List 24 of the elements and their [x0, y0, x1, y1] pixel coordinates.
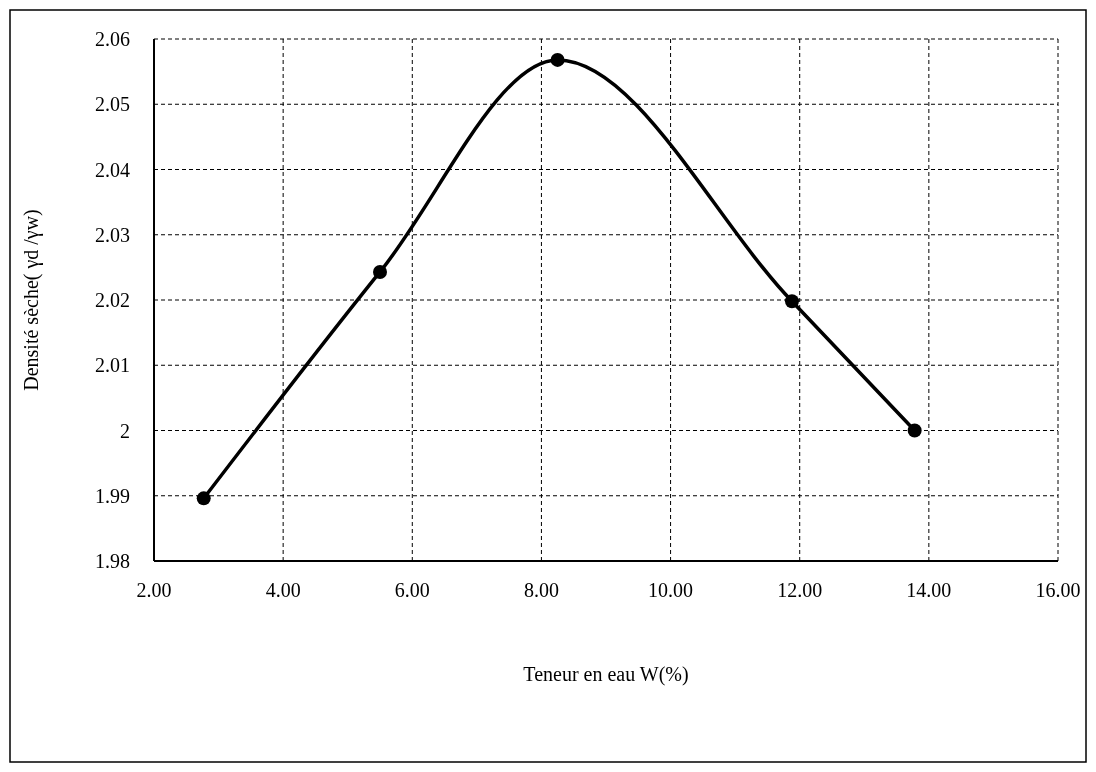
x-tick-label: 12.00	[777, 579, 823, 601]
point	[784, 294, 799, 309]
x-tick-label: 6.00	[394, 579, 430, 601]
x-axis-title: Teneur en eau W(%)	[523, 663, 689, 686]
y-tick-label: 2.04	[95, 158, 130, 181]
y-tick-label: 1.99	[95, 484, 130, 507]
x-tick-label: 8.00	[523, 579, 559, 601]
y-axis-title: Densité sèche( γd /γw)	[20, 209, 43, 391]
y-tick-label: 2.05	[95, 93, 130, 116]
x-tick-label: 16.00	[1035, 579, 1081, 601]
y-tick-label: 2.06	[95, 28, 130, 50]
x-tick-label: 4.00	[265, 579, 301, 601]
y-tick-label: 2.01	[95, 354, 130, 377]
x-tick-label: 10.00	[648, 579, 694, 601]
y-tick-label: 2	[120, 419, 130, 442]
point	[550, 52, 565, 67]
point	[373, 264, 387, 279]
x-tick-label: 2.00	[136, 579, 172, 601]
point	[196, 491, 211, 506]
point	[907, 423, 922, 438]
y-tick-label: 2.03	[95, 223, 130, 246]
y-tick-label: 1.98	[95, 550, 130, 572]
x-tick-label: 14.00	[906, 579, 952, 601]
y-tick-label: 2.02	[95, 289, 130, 311]
